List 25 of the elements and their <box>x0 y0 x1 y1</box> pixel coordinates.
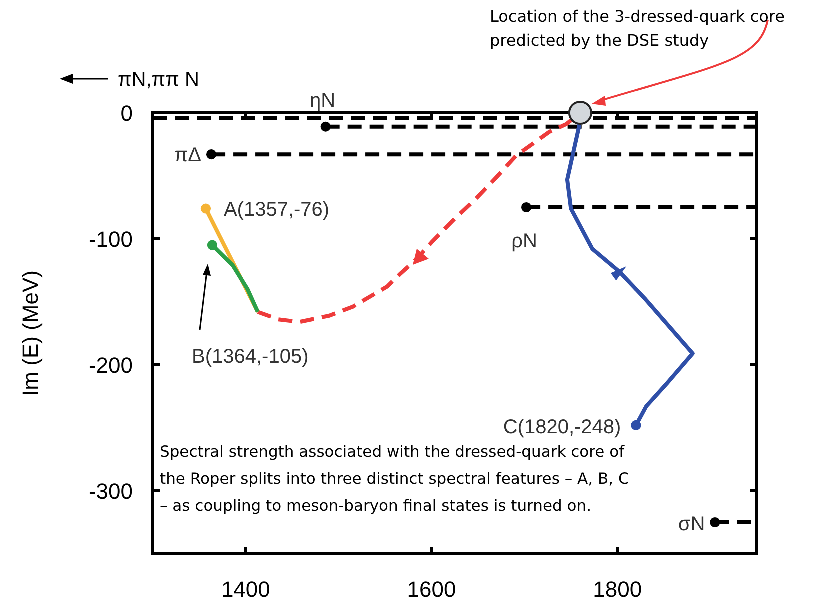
y-tick-label: -300 <box>88 479 133 504</box>
text: Location of the 3-dressed-quark core predicted by the DSE study <box>490 7 785 50</box>
x-tick-label: 1800 <box>593 577 642 602</box>
series-label: ηN <box>310 90 336 112</box>
y-axis-title: Im (E) (MeV) <box>18 270 43 396</box>
x-tick-label: 1400 <box>221 577 270 602</box>
point <box>320 122 331 132</box>
point <box>207 240 218 250</box>
point <box>200 204 212 214</box>
series-label: ρN <box>512 230 538 252</box>
annotation: C(1820,-248) <box>503 416 622 438</box>
series-label: πΔ <box>174 144 202 167</box>
series-label: σN <box>678 514 706 536</box>
annotation: A(1357,-76) <box>224 198 330 221</box>
point <box>631 420 642 431</box>
y-tick-label: 0 <box>120 101 133 126</box>
annotation: B(1364,-105) <box>192 346 309 368</box>
y-tick-label: -200 <box>88 353 133 378</box>
legend-label: πN,ππ N <box>118 69 200 91</box>
point <box>206 150 217 160</box>
y-tick-label: -100 <box>88 227 133 252</box>
point <box>710 517 720 528</box>
point <box>522 202 532 213</box>
annotation: Spectral strength associated with the dressed-quark core of the Roper splits into three distinct spectral features – A, B, C – as coupling to meson-baryon final states is turned on. <box>160 443 630 515</box>
x-tick-label: 1600 <box>407 577 456 602</box>
